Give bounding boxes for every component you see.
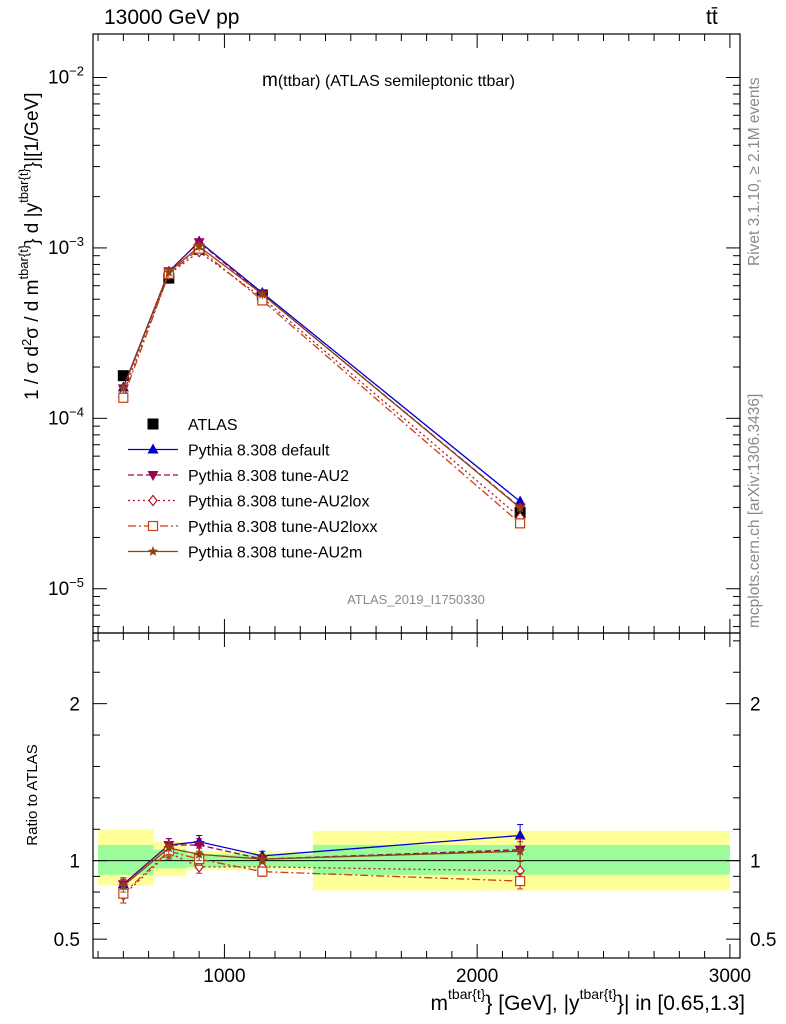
ratio-plot-area	[93, 824, 740, 904]
legend-marker	[147, 471, 159, 481]
legend-label: Pythia 8.308 tune-AU2	[188, 468, 349, 485]
series-4	[118, 243, 526, 529]
ratio-y-tick-label: 1	[69, 852, 80, 873]
legend-label: Pythia 8.308 tune-AU2lox	[188, 494, 369, 511]
x-tick-label: 1000	[203, 966, 245, 987]
ratio-frame	[92, 632, 741, 959]
ratio-point	[163, 842, 175, 853]
ratio-point	[515, 875, 526, 887]
ratio-y-tick-label-right: 1	[750, 852, 761, 873]
legend-label: Pythia 8.308 tune-AU2m	[188, 545, 362, 562]
data-point	[514, 495, 526, 506]
x-axis-label: mtbar{t}} [GeV], |ytbar{t}}| in [0.65,1.…	[431, 986, 745, 1015]
legend-label: Pythia 8.308 default	[188, 443, 330, 460]
series-1	[117, 235, 526, 507]
series-5	[118, 241, 526, 513]
ratio-y-tick-label: 0.5	[54, 930, 80, 951]
data-point	[118, 392, 129, 403]
legend: ATLAS Pythia 8.308 default Pythia 8.308 tu…	[128, 417, 377, 562]
ratio-y-tick-label: 2	[69, 695, 80, 716]
ratio-y-tick-label-right: 0.5	[750, 930, 776, 951]
ratio-panel: 0.5 0.5 1 1 2 2 1000 2000 3000 Ratio to ATLAS mt…	[24, 632, 776, 1015]
data-point	[257, 288, 268, 299]
main-y-axis-label: 1 / σ d2σ / d mtbar{t}} d |ytbar{t}}|[1/…	[16, 93, 43, 400]
main-panel: 10−2 10−3 10−4 10−5 m(ttbar) (ATLAS semilep…	[16, 33, 741, 634]
legend-marker	[147, 443, 159, 454]
main-axes: 10−2 10−3 10−4 10−5	[48, 34, 740, 633]
ratio-y-axis-label: Ratio to ATLAS	[24, 744, 41, 845]
data-point	[514, 502, 526, 513]
header-left-label: 13000 GeV pp	[104, 6, 240, 29]
ratio-line	[122, 850, 521, 895]
series-line	[122, 240, 521, 503]
uncertainty-band-inner	[98, 844, 154, 875]
y-tick-label: 10−3	[48, 234, 84, 259]
header-right-label: tt̄	[706, 6, 718, 29]
ratio-y-tick-label-right: 2	[750, 695, 761, 716]
y-tick-label: 10−2	[48, 64, 84, 89]
legend-label: ATLAS	[188, 417, 238, 434]
legend-marker	[148, 494, 158, 507]
main-frame	[92, 33, 741, 634]
ratio-point	[118, 880, 129, 891]
data-point	[515, 518, 526, 529]
y-tick-label: 10−4	[48, 404, 84, 429]
data-point	[118, 382, 129, 393]
chart-title: m(ttbar) (ATLAS semileptonic ttbar)	[262, 70, 515, 91]
x-tick-label: 2000	[456, 966, 498, 987]
ratio-point	[257, 853, 268, 864]
ratio-point	[193, 848, 205, 859]
data-point	[163, 266, 175, 277]
analysis-id-label: ATLAS_2019_I1750330	[347, 592, 485, 607]
legend-marker	[147, 546, 159, 556]
y-tick-label: 10−5	[48, 575, 84, 600]
legend-marker	[147, 520, 159, 532]
main-plot-area	[117, 235, 526, 529]
data-point	[193, 241, 205, 251]
ratio-axes: 0.5 0.5 1 1 2 2 1000 2000 3000	[54, 633, 776, 987]
ratio-point	[257, 866, 268, 877]
x-tick-label: 3000	[709, 966, 751, 987]
legend-marker	[147, 418, 159, 430]
ratio-point	[514, 829, 526, 840]
ratio-point	[193, 840, 205, 851]
data-point	[117, 370, 129, 382]
ratio-point	[514, 845, 526, 856]
legend-label: Pythia 8.308 tune-AU2loxx	[188, 519, 377, 536]
ratio-series-4	[118, 841, 526, 893]
